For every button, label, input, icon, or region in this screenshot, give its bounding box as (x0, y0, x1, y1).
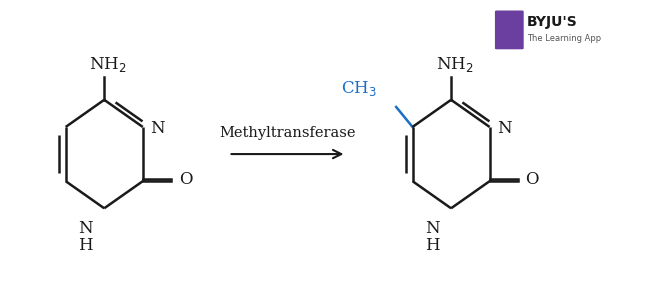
Text: O: O (179, 171, 192, 188)
Text: NH$_2$: NH$_2$ (436, 55, 473, 74)
Text: CH$_3$: CH$_3$ (341, 79, 377, 98)
Text: N: N (78, 220, 92, 237)
Text: BYJU'S: BYJU'S (527, 15, 578, 29)
Text: The Learning App: The Learning App (527, 33, 601, 42)
Text: H: H (424, 237, 440, 254)
Text: B: B (504, 23, 515, 37)
Text: NH$_2$: NH$_2$ (88, 55, 126, 74)
Text: O: O (525, 171, 539, 188)
Text: Methyltransferase: Methyltransferase (219, 126, 356, 140)
Text: H: H (78, 237, 92, 254)
Text: N: N (424, 220, 440, 237)
Text: N: N (150, 120, 165, 137)
FancyBboxPatch shape (495, 10, 524, 49)
Text: N: N (498, 120, 512, 137)
